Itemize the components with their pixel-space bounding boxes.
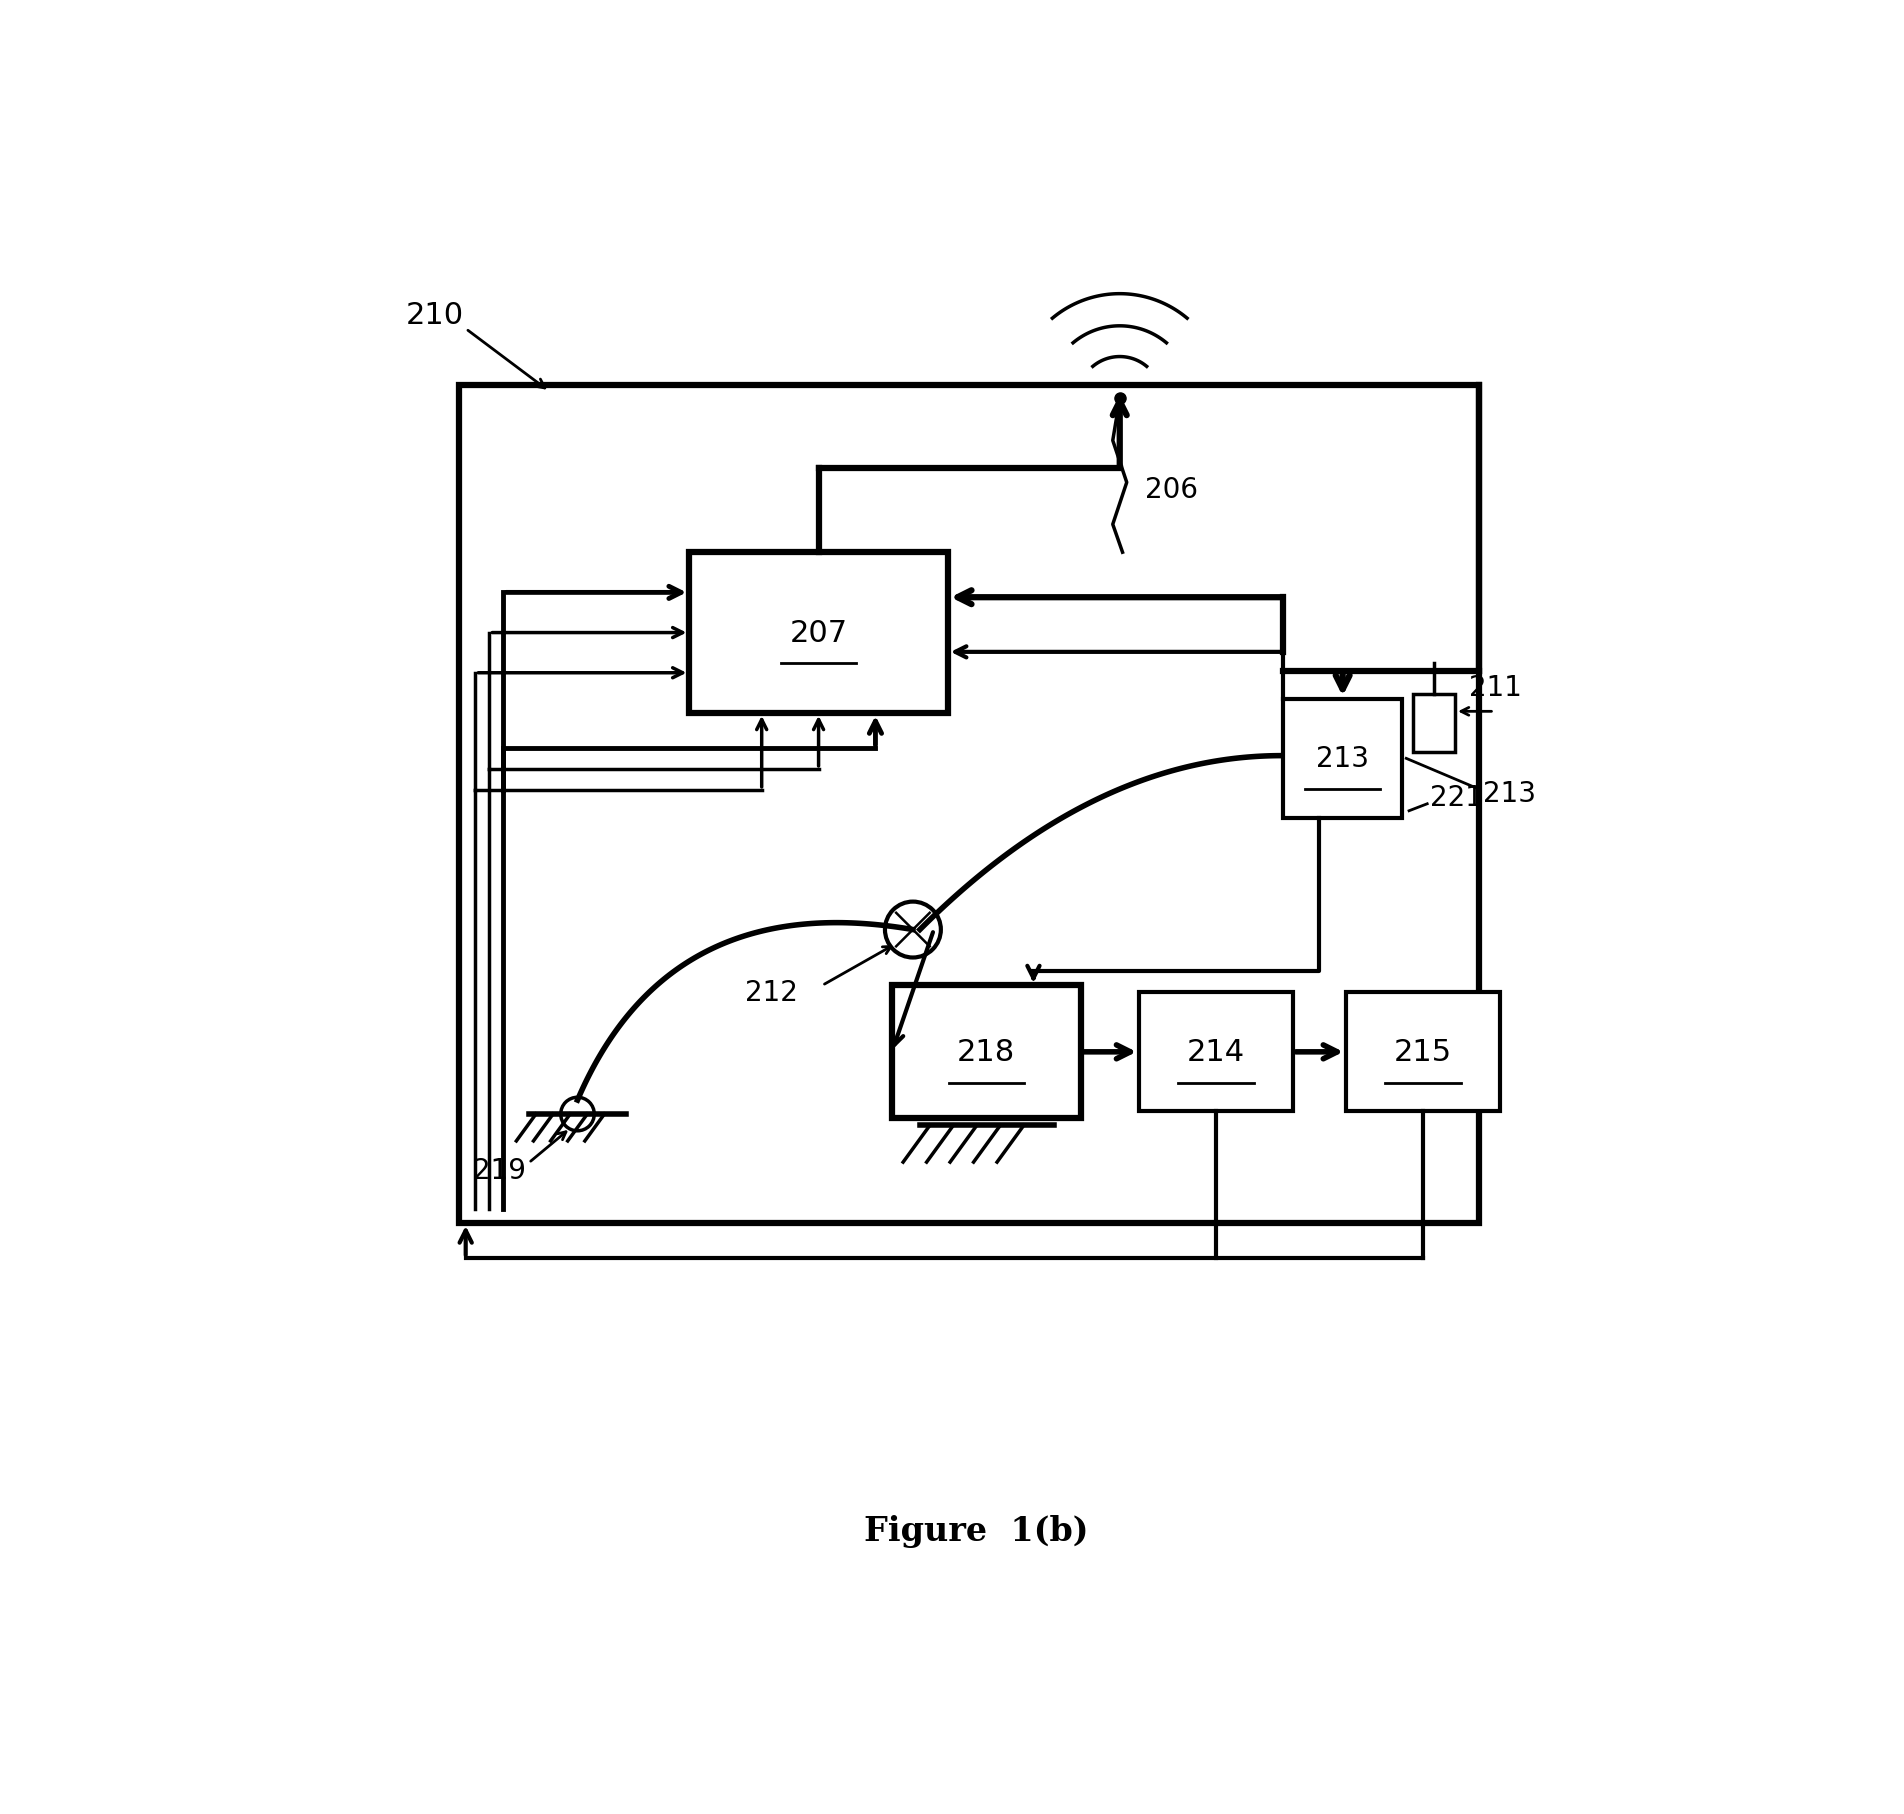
Text: 214: 214 <box>1186 1038 1245 1067</box>
FancyBboxPatch shape <box>1139 992 1293 1112</box>
Text: 221: 221 <box>1430 784 1483 811</box>
Text: 213: 213 <box>1316 746 1369 773</box>
FancyBboxPatch shape <box>891 987 1081 1119</box>
FancyBboxPatch shape <box>689 553 948 713</box>
FancyBboxPatch shape <box>1346 992 1500 1112</box>
Text: 215: 215 <box>1394 1038 1453 1067</box>
Text: Figure  1(b): Figure 1(b) <box>864 1515 1087 1547</box>
Text: 218: 218 <box>958 1038 1015 1067</box>
Text: 210: 210 <box>406 301 465 330</box>
Text: 207: 207 <box>790 619 847 648</box>
Text: 213: 213 <box>1483 780 1537 807</box>
Text: 206: 206 <box>1144 475 1198 504</box>
Text: 219: 219 <box>472 1156 526 1185</box>
FancyBboxPatch shape <box>1283 700 1401 818</box>
Text: 212: 212 <box>744 980 798 1007</box>
Text: 211: 211 <box>1470 673 1521 702</box>
FancyBboxPatch shape <box>459 385 1479 1223</box>
FancyBboxPatch shape <box>1413 695 1455 753</box>
